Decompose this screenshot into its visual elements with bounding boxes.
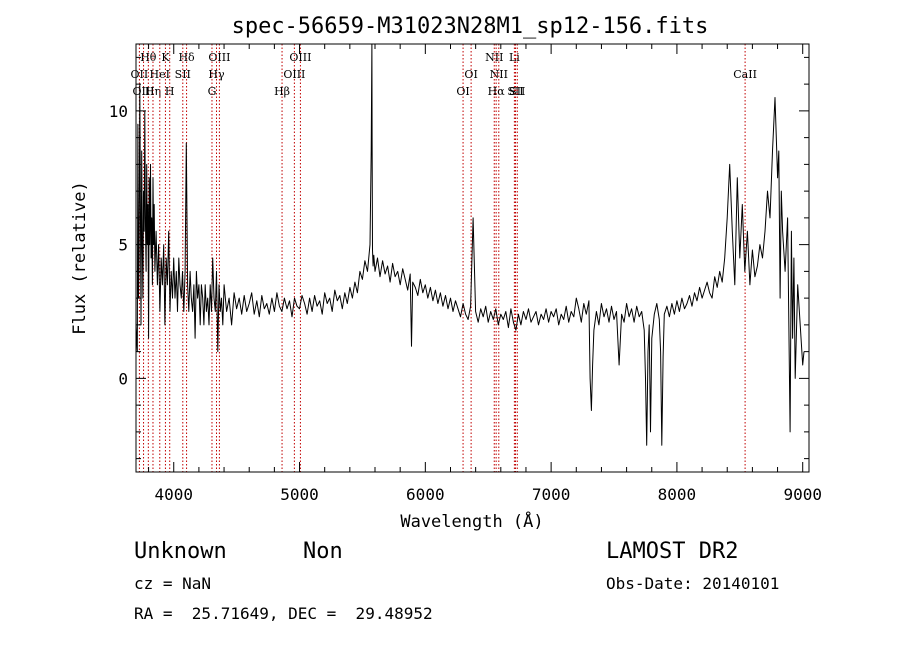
line-marker-label: OIII bbox=[289, 51, 311, 64]
spectrum-series bbox=[135, 43, 805, 446]
line-marker-label: NII bbox=[485, 51, 503, 64]
line-marker-label: SII bbox=[509, 85, 525, 98]
survey-name: LAMOST DR2 bbox=[606, 539, 739, 564]
x-tick-label: 4000 bbox=[154, 485, 193, 504]
object-class: Unknown bbox=[134, 539, 227, 564]
line-marker-label: Hδ bbox=[178, 51, 195, 64]
x-tick-label: 5000 bbox=[280, 485, 319, 504]
x-tick-label: 7000 bbox=[532, 485, 571, 504]
x-tick-label: 8000 bbox=[658, 485, 697, 504]
line-marker-label: G bbox=[208, 85, 217, 98]
line-marker-label: HeI bbox=[150, 68, 170, 81]
object-subclass: Non bbox=[303, 539, 343, 564]
line-marker-label: OIII bbox=[208, 51, 230, 64]
line-marker-label: OI bbox=[464, 68, 477, 81]
line-marker-label: Hβ bbox=[274, 85, 290, 98]
plot-frame bbox=[135, 43, 810, 473]
line-marker-label: NII bbox=[490, 68, 508, 81]
y-axis: 0 5 10 bbox=[109, 56, 809, 460]
line-marker-label: OIII bbox=[283, 68, 305, 81]
x-tick-label: 9000 bbox=[783, 485, 822, 504]
line-marker-label: OIII bbox=[133, 85, 155, 98]
line-marker-label: OI bbox=[456, 85, 469, 98]
y-axis-label: Flux (relative) bbox=[70, 181, 90, 335]
y-tick-label: 5 bbox=[118, 236, 128, 255]
line-marker-label: Hθ bbox=[140, 51, 157, 64]
line-marker-label: H bbox=[165, 85, 175, 98]
line-marker-label: Hη bbox=[145, 85, 161, 98]
line-marker-label: K bbox=[161, 51, 170, 64]
chart-title: spec-56659-M31023N28M1_sp12-156.fits bbox=[232, 14, 709, 39]
line-marker-label: SII bbox=[175, 68, 191, 81]
line-marker-label: Hα bbox=[488, 85, 506, 98]
observation-date: Obs-Date: 20140101 bbox=[606, 574, 780, 593]
spectrum-line bbox=[135, 43, 805, 446]
coordinates: RA = 25.71649, DEC = 29.48952 bbox=[134, 604, 433, 623]
x-axis-label: Wavelength (Å) bbox=[400, 510, 543, 532]
x-axis: 4000 5000 6000 7000 8000 9000 bbox=[148, 44, 822, 504]
line-marker-label: CaII bbox=[733, 68, 757, 81]
x-tick-label: 6000 bbox=[406, 485, 445, 504]
line-marker-label: Hγ bbox=[208, 68, 225, 81]
line-marker-label: OII bbox=[131, 68, 149, 81]
y-tick-label: 0 bbox=[118, 369, 128, 388]
line-marker-label: SII bbox=[507, 85, 523, 98]
y-tick-label: 10 bbox=[109, 102, 128, 121]
redshift-cz: cz = NaN bbox=[134, 574, 212, 593]
line-marker-label: Li bbox=[509, 51, 520, 64]
